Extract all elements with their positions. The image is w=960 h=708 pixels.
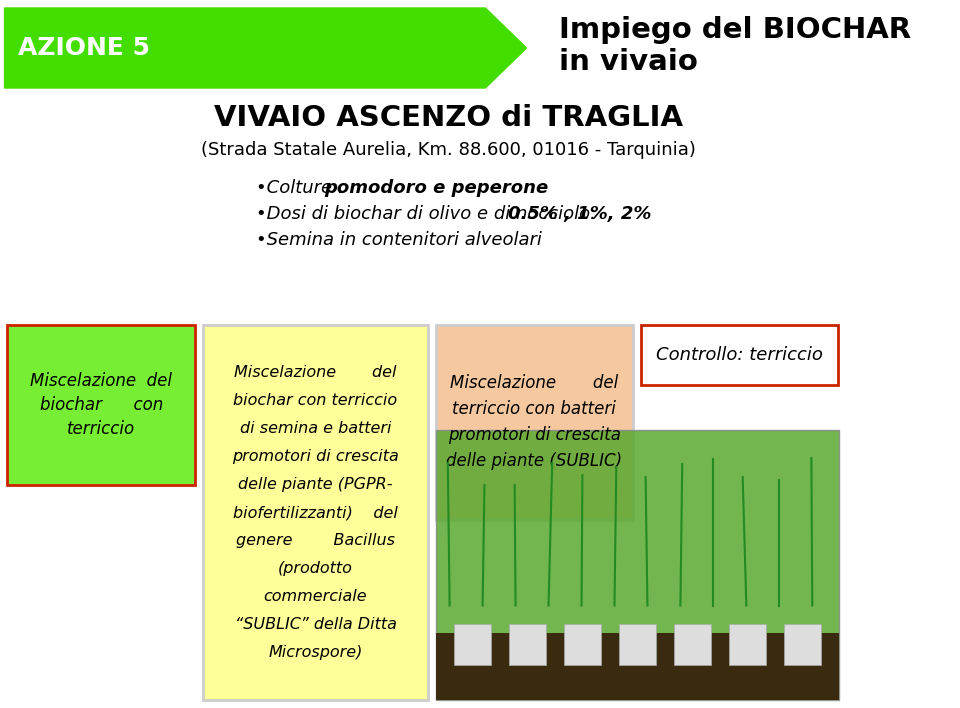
Text: in vivaio: in vivaio	[559, 48, 698, 76]
FancyBboxPatch shape	[204, 325, 427, 700]
Text: delle piante (PGPR-: delle piante (PGPR-	[238, 477, 393, 492]
Text: genere        Bacillus: genere Bacillus	[236, 533, 395, 548]
Text: biofertilizzanti)    del: biofertilizzanti) del	[233, 505, 397, 520]
FancyBboxPatch shape	[436, 430, 839, 700]
FancyBboxPatch shape	[509, 624, 546, 665]
Text: Microspore): Microspore)	[268, 645, 363, 660]
Text: promotori di crescita: promotori di crescita	[448, 426, 621, 445]
Text: Miscelazione  del: Miscelazione del	[30, 372, 172, 390]
Text: di semina e batteri: di semina e batteri	[240, 421, 392, 436]
FancyBboxPatch shape	[564, 624, 601, 665]
Text: biochar con terriccio: biochar con terriccio	[233, 393, 397, 408]
Polygon shape	[5, 8, 526, 88]
Text: •Semina in contenitori alveolari: •Semina in contenitori alveolari	[256, 231, 542, 249]
Text: terriccio: terriccio	[67, 420, 135, 438]
FancyBboxPatch shape	[729, 624, 765, 665]
Text: “SUBLIC” della Ditta: “SUBLIC” della Ditta	[234, 617, 396, 632]
Text: •Colture :: •Colture :	[256, 179, 350, 197]
FancyBboxPatch shape	[454, 624, 491, 665]
FancyBboxPatch shape	[674, 624, 710, 665]
Text: (Strada Statale Aurelia, Km. 88.600, 01016 - Tarquinia): (Strada Statale Aurelia, Km. 88.600, 010…	[202, 141, 696, 159]
Text: Miscelazione       del: Miscelazione del	[450, 375, 618, 392]
Text: commerciale: commerciale	[264, 589, 368, 604]
Text: Controllo: terriccio: Controllo: terriccio	[656, 346, 823, 364]
Text: 0.5% , 1%, 2%: 0.5% , 1%, 2%	[508, 205, 651, 223]
FancyBboxPatch shape	[436, 325, 633, 520]
Text: terriccio con batteri: terriccio con batteri	[452, 401, 616, 418]
Text: biochar      con: biochar con	[39, 396, 163, 414]
Text: •Dosi di biochar di olivo e di nocciolo:: •Dosi di biochar di olivo e di nocciolo:	[256, 205, 603, 223]
Text: Miscelazione       del: Miscelazione del	[234, 365, 396, 380]
FancyBboxPatch shape	[641, 325, 838, 385]
FancyBboxPatch shape	[784, 624, 821, 665]
Text: promotori di crescita: promotori di crescita	[232, 449, 398, 464]
Text: Impiego del BIOCHAR: Impiego del BIOCHAR	[559, 16, 911, 44]
Text: delle piante (SUBLIC): delle piante (SUBLIC)	[446, 452, 622, 471]
Text: VIVAIO ASCENZO di TRAGLIA: VIVAIO ASCENZO di TRAGLIA	[214, 104, 684, 132]
FancyBboxPatch shape	[8, 325, 195, 485]
Text: pomodoro e peperone: pomodoro e peperone	[324, 179, 548, 197]
FancyBboxPatch shape	[436, 632, 839, 700]
FancyBboxPatch shape	[619, 624, 656, 665]
Text: AZIONE 5: AZIONE 5	[18, 36, 151, 60]
Text: (prodotto: (prodotto	[278, 561, 353, 576]
